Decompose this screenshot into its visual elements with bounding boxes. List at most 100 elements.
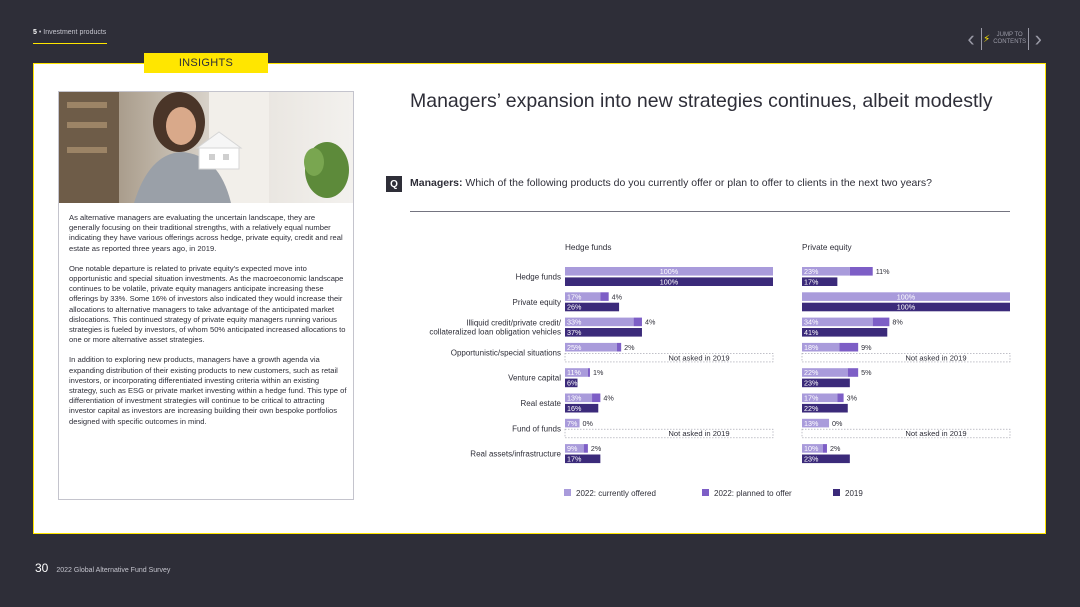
bar-label-2019: 16% [567,404,582,413]
bar-label-2019: 17% [567,455,582,464]
bar-2022-offered [802,292,1010,301]
bar-2022-offered [565,444,584,453]
bar-2022-offered [565,292,601,301]
section-label: Investment products [43,29,107,36]
legend-swatch-y2019 [833,489,840,496]
question-divider [410,211,1010,212]
bar-2019 [802,302,1010,312]
bar-label-2019: 23% [804,455,819,464]
legend-label-y2019: 2019 [845,489,863,498]
lightning-icon: ⚡ [983,33,991,45]
bar-2022-offered [802,393,838,403]
bar-2022-planned [849,267,873,276]
page-title: Managers’ expansion into new strategies … [410,90,993,112]
bar-label-2022-offered: 34% [804,318,819,327]
photo-illustration [59,92,349,203]
bar-label-2022-offered: 18% [804,343,819,352]
bar-label-2022-offered: 22% [804,368,819,377]
bar-2019 [802,378,850,388]
bar-label-2022-planned: 0% [832,419,843,428]
bar-2022-planned [592,393,601,403]
not-asked-label: Not asked in 2019 [668,353,729,362]
insights-tab: INSIGHTS [144,53,268,73]
bar-label-2019: 100% [660,277,679,286]
bar-label-2019: 26% [567,303,582,312]
page-number: 30 [35,561,49,575]
jump-to-contents-button[interactable]: ⚡ JUMP TO CONTENTS [980,28,1029,50]
bar-2019 [802,328,888,337]
insights-paragraph-3: In addition to exploring new products, m… [69,355,347,426]
bar-2022-offered [565,342,617,352]
bar-label-2019: 100% [897,303,916,312]
category-label: Hedge funds [516,273,561,282]
bar-label-2022-offered: 9% [567,444,578,453]
bar-label-2019: 22% [804,404,819,413]
section-number: 5 [33,29,37,36]
panel-title: Private equity [802,243,853,252]
section-separator: • [38,29,42,36]
bar-2022-planned [617,342,622,352]
publication-title: 2022 Global Alternative Fund Survey [56,567,171,574]
bar-2022-offered [802,317,873,327]
bar-2019 [565,328,642,337]
bar-label-2022-offered: 100% [897,292,916,301]
insights-paragraph-1: As alternative managers are evaluating t… [69,213,343,253]
bar-2022-offered [565,317,634,327]
bar-label-2022-offered: 17% [567,292,582,301]
bar-2022-planned [839,342,859,352]
jump-to-contents-label: JUMP TO CONTENTS [993,32,1027,45]
bar-label-2022-planned: 4% [645,318,656,327]
bar-2022-planned [837,393,844,403]
page-footer: 30 2022 Global Alternative Fund Survey [35,561,170,575]
bar-2022-planned [583,444,588,453]
bar-label-2022-offered: 25% [567,343,582,352]
section-underline [33,43,107,44]
bar-label-2022-planned: 1% [593,368,604,377]
bar-2022-planned [633,317,642,327]
bar-2022-offered [565,418,580,428]
not-asked-label: Not asked in 2019 [905,429,966,438]
bar-2022-planned [587,368,590,377]
insights-text: As alternative managers are evaluating t… [69,213,347,437]
bar-2022-offered [802,368,848,377]
bar-2019 [565,378,578,388]
previous-page-icon[interactable]: ‹ [967,26,975,51]
bar-label-2022-offered: 11% [567,368,581,377]
insights-card: As alternative managers are evaluating t… [58,91,354,500]
legend-label-planned: 2022: planned to offer [714,489,792,498]
bar-label-2022-offered: 13% [567,394,582,403]
bar-2019 [802,277,838,286]
bar-label-2019: 17% [804,277,819,286]
bar-2022-planned [600,292,609,301]
bar-label-2022-planned: 4% [603,394,614,403]
bar-2019 [565,277,773,286]
section-breadcrumb[interactable]: 5 • Investment products [33,29,106,36]
bar-label-2022-planned: 0% [583,419,594,428]
category-label: Private equity [513,298,561,307]
bar-label-2022-planned: 11% [876,267,890,276]
bar-2019 [565,403,599,413]
bar-label-2022-planned: 5% [861,368,872,377]
page-navigation: ‹ ⚡ JUMP TO CONTENTS › [967,28,1042,50]
category-label: Illiquid credit/private credit/ [466,319,561,328]
legend-label-offered: 2022: currently offered [576,489,656,498]
bar-2019 [802,454,850,464]
woman-with-house-model-photo [59,92,353,203]
bar-label-2022-offered: 33% [567,318,582,327]
bar-2022-offered [565,368,588,377]
survey-question: Managers: Which of the following product… [410,176,1010,191]
bar-label-2022-planned: 9% [861,343,872,352]
legend-swatch-planned [702,489,709,496]
panel-title: Hedge funds [565,243,611,252]
not-asked-label: Not asked in 2019 [905,353,966,362]
next-page-icon[interactable]: › [1034,26,1042,51]
bar-label-2022-offered: 10% [804,444,819,453]
bar-label-2022-offered: 100% [660,267,679,276]
question-lead: Managers: [410,177,463,189]
bar-2019 [565,454,601,464]
bar-label-2022-planned: 2% [830,444,841,453]
bar-label-2019: 23% [804,379,819,388]
bar-label-2022-planned: 8% [892,318,903,327]
bar-2022-offered [565,393,593,403]
